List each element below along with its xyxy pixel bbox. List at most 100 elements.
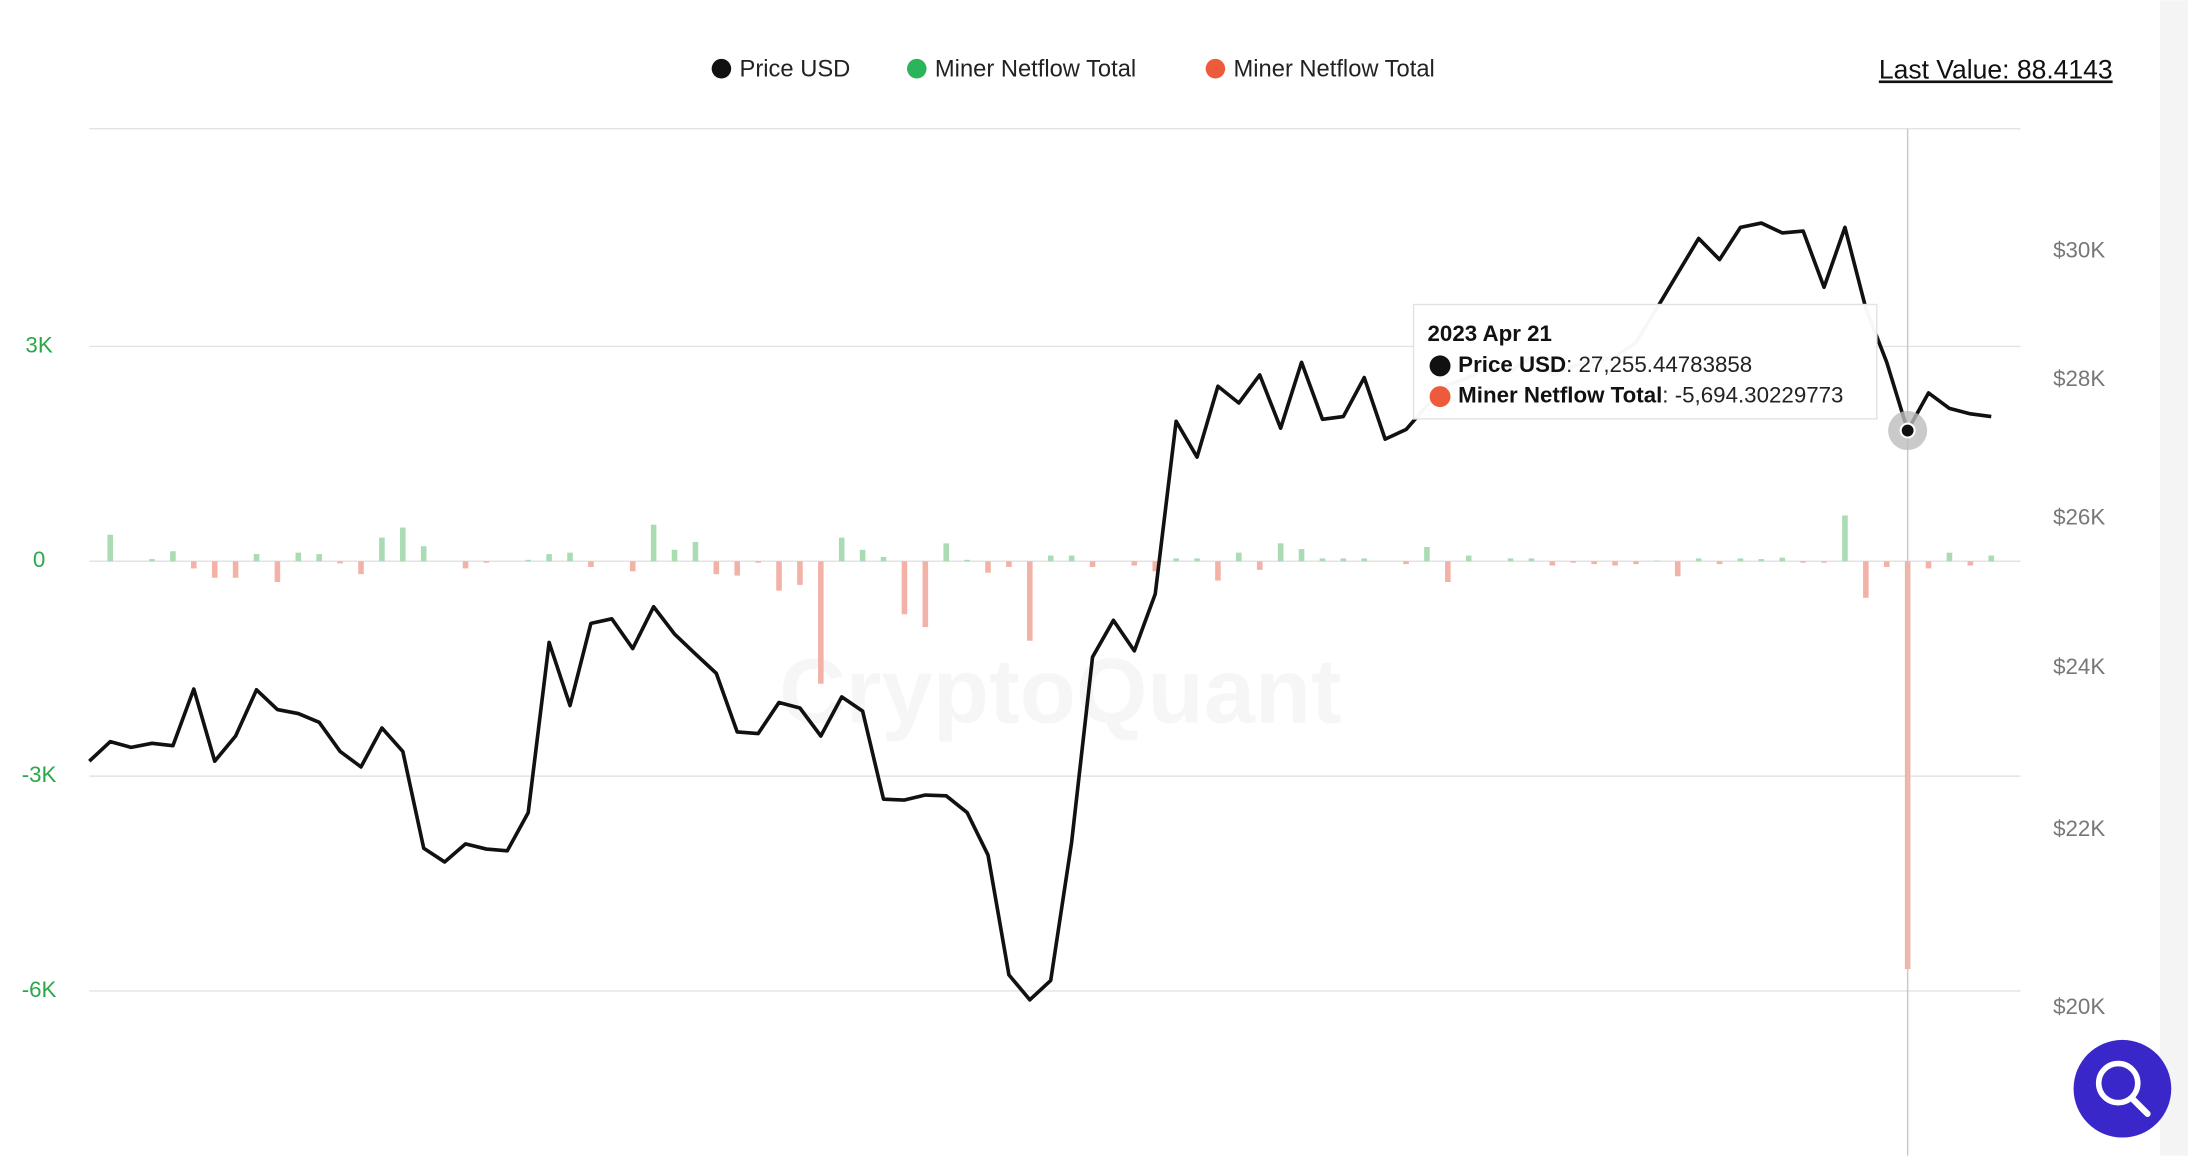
legend-label: Miner Netflow Total (1234, 56, 1435, 82)
bar (1988, 555, 1995, 562)
tooltip-sep: : (1662, 382, 1674, 407)
tooltip-entry: Price USD: 27,255.44783858 (1458, 352, 1752, 377)
bar (1863, 561, 1869, 598)
tooltip-marker (1429, 355, 1451, 377)
bar (358, 561, 364, 575)
bar (922, 561, 929, 628)
bar (546, 554, 552, 562)
last-value[interactable]: Last Value: 88.4143 (1879, 54, 2113, 84)
bar (107, 534, 113, 562)
bar (1654, 560, 1660, 562)
bar (211, 561, 218, 578)
y2-tick-label: $26K (2053, 504, 2105, 529)
search-button[interactable] (2073, 1039, 2172, 1138)
tooltip-entry: Miner Netflow Total: -5,694.30229773 (1458, 382, 1843, 407)
search-icon (2095, 1060, 2141, 1106)
price-line (88, 221, 1992, 1002)
bar (1549, 561, 1556, 566)
bar (692, 541, 699, 562)
bar (1758, 559, 1765, 562)
scrollbar (2160, 0, 2188, 1156)
bar (776, 561, 782, 591)
y2-tick-label: $28K (2053, 366, 2105, 391)
bar (1027, 561, 1033, 641)
tooltip-sep: : (1566, 352, 1578, 377)
legend-marker (907, 58, 927, 79)
bar (755, 561, 761, 563)
bar (1152, 561, 1159, 572)
bar (462, 561, 469, 569)
y2-tick-label: $30K (2053, 237, 2105, 262)
bar (1591, 561, 1597, 565)
y-tick-label: 3K (25, 332, 52, 357)
bar (1528, 558, 1535, 562)
bar (1570, 561, 1577, 563)
bar (1674, 561, 1681, 577)
bar (1967, 561, 1974, 566)
y2-tick-label: $22K (2053, 816, 2105, 841)
bar (420, 546, 427, 562)
y-tick-label: -3K (22, 762, 57, 787)
bar (337, 561, 343, 564)
bar (1173, 558, 1179, 562)
bar (1131, 561, 1138, 566)
watermark: CryptoQuant (779, 639, 1342, 742)
bar (316, 554, 323, 562)
bar (901, 561, 908, 615)
bar (1319, 558, 1326, 562)
tooltip-box (1412, 303, 1878, 420)
bar (232, 561, 239, 578)
tooltip-entry-value: 27,255.44783858 (1579, 352, 1753, 377)
bar (170, 551, 176, 562)
bar (1716, 561, 1723, 565)
bar (1068, 555, 1075, 562)
legend-marker (711, 58, 732, 79)
bar (1256, 561, 1263, 570)
bar (1006, 561, 1012, 567)
bar (400, 527, 406, 562)
bar (1800, 561, 1806, 563)
bar (1821, 561, 1827, 563)
bar (1737, 558, 1744, 562)
bar (295, 552, 302, 562)
search-icon-handle (2129, 1095, 2151, 1117)
bar (650, 524, 657, 562)
bar (713, 561, 720, 575)
bar (1445, 561, 1451, 583)
bar (274, 561, 281, 583)
bar (943, 543, 950, 562)
bar (588, 561, 594, 567)
bar (1194, 558, 1200, 562)
y2-tick-label: $24K (2053, 654, 2105, 679)
bar (1215, 561, 1221, 581)
bar (525, 559, 532, 562)
bar (1465, 555, 1472, 562)
bar (1946, 552, 1953, 562)
bar (1089, 561, 1096, 567)
bar (1633, 561, 1639, 565)
bar (1612, 561, 1618, 566)
bar (629, 561, 636, 572)
bar (1883, 561, 1890, 567)
bar (379, 537, 385, 562)
legend-label: Miner Netflow Total (935, 56, 1136, 82)
bar (1779, 557, 1786, 562)
tooltip-entry-name: Miner Netflow Total (1458, 382, 1662, 407)
bar (1361, 558, 1368, 562)
bar (671, 549, 678, 562)
bar (1695, 558, 1702, 562)
bar (1298, 549, 1305, 562)
tooltip-entry-value: -5,694.30229773 (1675, 382, 1844, 407)
bar (1403, 561, 1409, 565)
bar (1236, 552, 1242, 562)
bar (797, 561, 803, 585)
legend-label: Price USD (740, 56, 851, 82)
bar (1047, 555, 1054, 562)
bar (149, 559, 155, 562)
bar (964, 559, 970, 562)
tooltip-marker (1429, 386, 1451, 408)
bar (838, 537, 845, 562)
bar (567, 552, 573, 562)
